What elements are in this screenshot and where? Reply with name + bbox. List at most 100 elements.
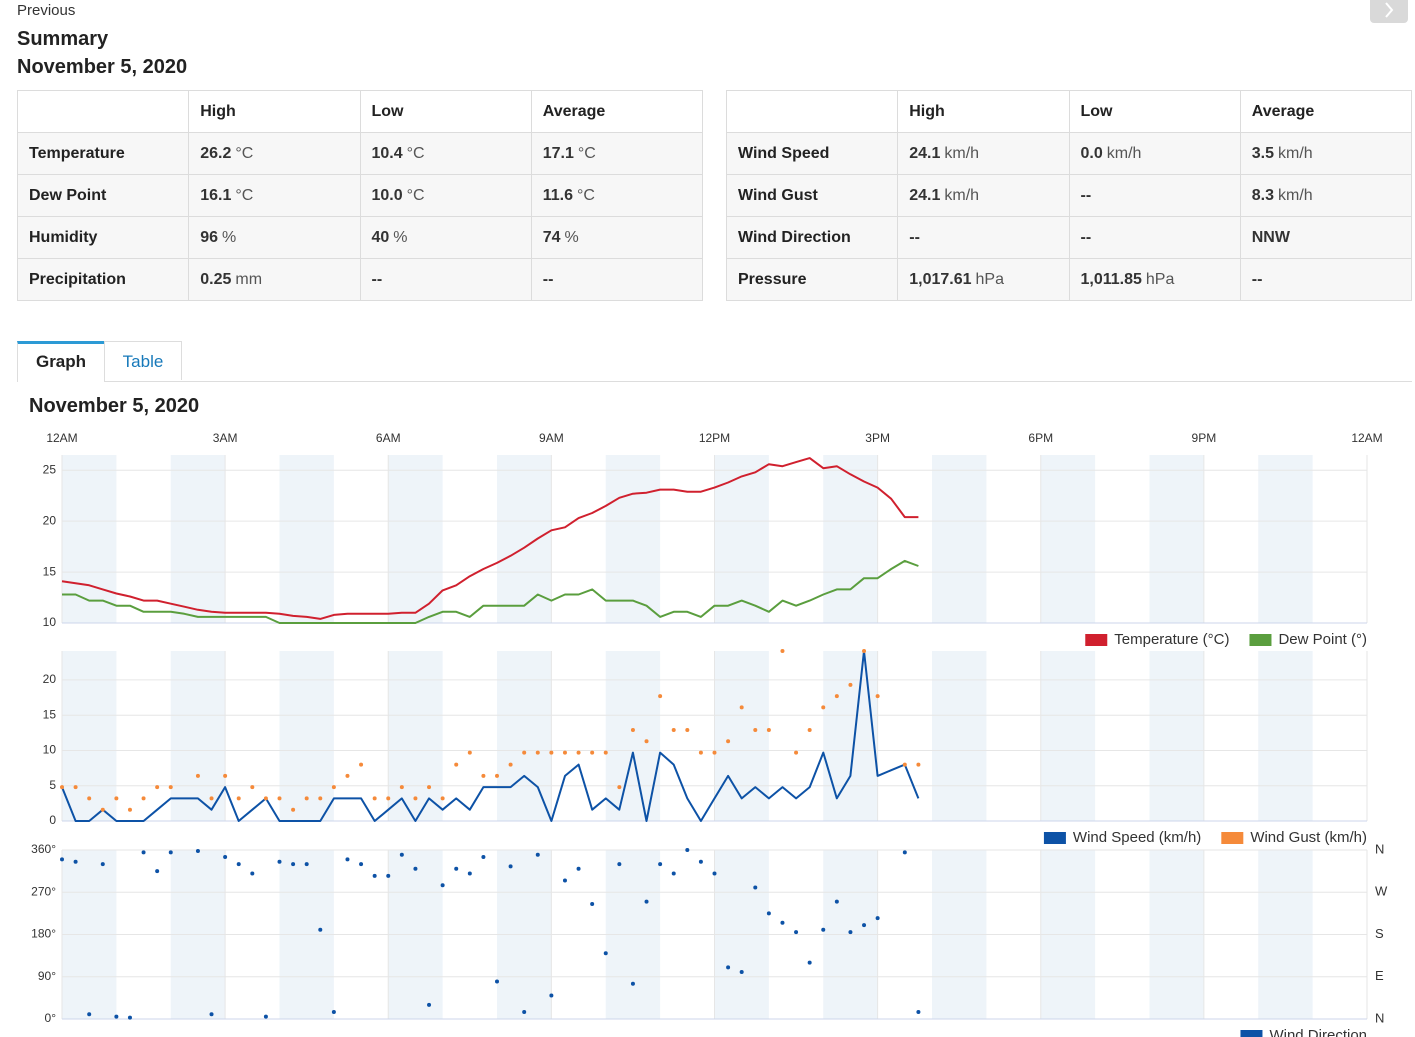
point [726,739,731,744]
header-cell: Low [359,90,532,133]
legend-label: Wind Gust (km/h) [1250,829,1367,846]
cell: 3.5 km/h [1239,132,1413,175]
point [60,785,64,790]
legend-label: Wind Direction [1269,1027,1367,1037]
cell-unit: km/h [1278,186,1313,204]
table-row: Wind Gust 24.1 km/h -- 8.3 km/h [725,174,1413,217]
cell-value: 8.3 [1251,186,1274,204]
shaded-band [62,850,117,1019]
legend-label: Wind Speed (km/h) [1073,829,1201,846]
cell-value: -- [1080,186,1092,204]
point [209,1012,214,1017]
y2-tick-label: N [1375,1010,1384,1025]
point [454,762,459,767]
point [753,885,758,890]
cell-value: 3.5 [1251,144,1274,162]
point [359,862,364,867]
point [168,850,173,855]
cell: -- [359,258,532,301]
cell-value: 24.1 [909,186,941,204]
point [576,866,581,871]
point [712,750,717,755]
cell: 24.1 km/h [897,132,1070,175]
summary-date: November 5, 2020 [17,56,188,78]
point [862,923,867,928]
point [236,796,241,801]
cell-value: NNW [1251,228,1290,246]
shaded-band [497,455,552,623]
row-label: Wind Gust [725,174,899,217]
point [780,920,785,925]
shaded-band [1258,850,1313,1019]
cell: -- [1068,216,1241,259]
cell-value: -- [542,270,554,288]
point [522,1009,527,1014]
cell-unit: °C [577,144,596,162]
shaded-band [1258,455,1313,623]
summary-table: High Low Average Temperature 26.2 °C 10.4 °C 17.… [16,90,704,301]
cell: 0.25 mm [188,258,361,301]
cell-value: 10.4 [371,144,403,162]
legend-swatch [1249,634,1272,646]
cell-unit: °C [235,186,254,204]
header-cell [725,90,899,133]
shaded-band [170,651,226,821]
point [603,951,608,956]
point [522,750,527,755]
y2-tick-label: N [1375,841,1384,856]
cell-value: 17.1 [542,144,574,162]
point [372,873,377,878]
cell-value: 10.0 [371,186,403,204]
point [671,728,676,733]
shaded-band [1149,455,1204,623]
y2-tick-label: W [1375,884,1388,899]
point [440,796,445,801]
point [766,728,771,733]
chevron-icon [1385,2,1394,18]
cell-value: 26.2 [200,144,232,162]
cell-value: 16.1 [200,186,232,204]
x-tick-label: 6AM [376,431,401,445]
row-label: Dew Point [16,174,190,217]
point [794,750,799,755]
point [345,857,350,862]
x-tick-label: 9PM [1192,431,1217,445]
point [698,859,703,864]
point [821,705,826,710]
y-tick-label: 5 [49,778,56,792]
shaded-band [1040,850,1096,1019]
shaded-band [1149,651,1204,821]
x-tick-label: 12AM [46,431,77,445]
point [549,750,554,755]
tab[interactable]: Table [104,341,182,380]
point [127,1015,132,1020]
point [617,785,622,790]
cell: 26.2 °C [188,132,361,175]
shaded-band [1040,651,1096,821]
cell-unit: °C [577,186,595,204]
cell-unit: °C [406,144,425,162]
table-row: Dew Point 16.1 °C 10.0 °C 11.6 °C [16,174,704,217]
point [875,916,880,921]
point [508,864,513,869]
shaded-band [605,850,661,1019]
tab[interactable]: Graph [17,341,105,382]
next-button[interactable] [1370,0,1408,23]
cell: NNW [1239,216,1413,259]
previous-link[interactable]: Previous [17,2,76,19]
row-label: Pressure [725,258,899,301]
point [562,878,567,883]
cell-value: -- [909,228,920,246]
point [495,773,499,778]
plot-background [62,455,1367,623]
y-tick-label: 0 [49,813,56,827]
cell: -- [897,216,1070,259]
legend-swatch [1221,832,1244,844]
shaded-band [823,455,878,623]
point [100,807,105,812]
shaded-band [279,455,334,623]
point [576,750,581,755]
shaded-band [170,455,226,623]
shaded-band [388,455,443,623]
point [427,1002,432,1007]
